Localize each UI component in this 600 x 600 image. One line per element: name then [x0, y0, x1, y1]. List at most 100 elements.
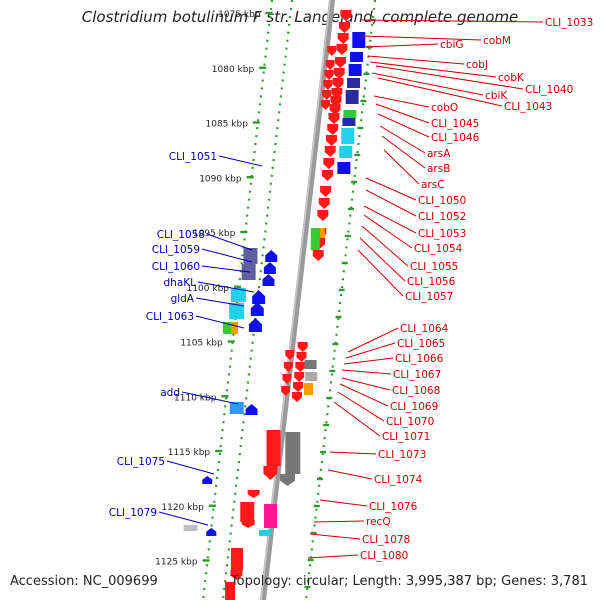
- gene-arrow-down[interactable]: [317, 210, 329, 221]
- gene-block[interactable]: [229, 303, 245, 319]
- gene-label-left[interactable]: CLI_1059: [152, 244, 200, 256]
- gene-arrow-down[interactable]: [285, 350, 295, 360]
- gene-arrow-down[interactable]: [332, 78, 344, 89]
- gene-arrow-down[interactable]: [230, 570, 243, 580]
- gene-arrow-up[interactable]: [202, 476, 213, 484]
- gene-label-right[interactable]: recQ: [366, 516, 391, 528]
- gene-block[interactable]: [259, 530, 272, 536]
- gene-label-left[interactable]: CLI_1063: [146, 311, 194, 323]
- gene-label-right[interactable]: CLI_1052: [418, 211, 466, 223]
- gene-label-right[interactable]: CLI_1040: [525, 84, 573, 96]
- gene-arrow-down[interactable]: [323, 158, 335, 169]
- gene-arrow-up[interactable]: [262, 274, 275, 286]
- gene-label-right[interactable]: cbiK: [485, 90, 508, 102]
- gene-block[interactable]: [319, 228, 325, 238]
- gene-label-right[interactable]: cobM: [483, 35, 511, 47]
- gene-arrow-down[interactable]: [337, 33, 349, 44]
- gene-block[interactable]: [339, 146, 353, 158]
- gene-arrow-down[interactable]: [296, 352, 307, 362]
- gene-block[interactable]: [304, 360, 317, 369]
- gene-label-right[interactable]: CLI_1045: [431, 118, 479, 130]
- gene-label-right[interactable]: CLI_1057: [405, 291, 453, 303]
- gene-block[interactable]: [303, 383, 313, 395]
- gene-block[interactable]: [183, 525, 198, 531]
- gene-arrow-down[interactable]: [329, 104, 341, 115]
- gene-label-right[interactable]: CLI_1043: [504, 101, 552, 113]
- gene-label-right[interactable]: CLI_1080: [360, 550, 408, 562]
- gene-block[interactable]: [310, 228, 320, 250]
- gene-label-right[interactable]: CLI_1064: [400, 323, 449, 335]
- gene-arrow-up[interactable]: [245, 404, 258, 415]
- gene-arrow-down[interactable]: [293, 382, 304, 392]
- gene-label-right[interactable]: CLI_1076: [369, 501, 418, 513]
- gene-arrow-down[interactable]: [241, 520, 255, 528]
- gene-label-right[interactable]: CLI_1066: [395, 353, 444, 365]
- gene-label-left[interactable]: CLI_1051: [169, 151, 217, 163]
- gene-label-right[interactable]: CLI_1074: [374, 474, 423, 486]
- gene-block[interactable]: [305, 372, 318, 381]
- gene-label-right[interactable]: cobO: [431, 102, 458, 114]
- gene-block[interactable]: [229, 402, 244, 414]
- gene-arrow-down[interactable]: [328, 113, 340, 124]
- gene-arrow-down[interactable]: [297, 342, 308, 352]
- gene-arrow-down[interactable]: [327, 46, 337, 56]
- gene-label-right[interactable]: CLI_1069: [390, 401, 438, 413]
- gene-label-right[interactable]: CLI_1078: [362, 534, 410, 546]
- gene-block[interactable]: [230, 548, 243, 570]
- gene-label-right[interactable]: CLI_1071: [382, 431, 430, 443]
- gene-label-right[interactable]: CLI_1073: [378, 449, 426, 461]
- gene-block[interactable]: [342, 118, 356, 126]
- gene-label-left[interactable]: CLI_1060: [152, 261, 200, 273]
- gene-arrow-down[interactable]: [338, 22, 350, 33]
- gene-block[interactable]: [222, 322, 231, 334]
- gene-block[interactable]: [337, 162, 351, 174]
- gene-arrow-down[interactable]: [283, 362, 293, 372]
- gene-label-right[interactable]: CLI_1068: [392, 385, 440, 397]
- gene-block[interactable]: [285, 432, 301, 474]
- gene-block[interactable]: [243, 248, 258, 264]
- gene-block[interactable]: [225, 582, 236, 600]
- gene-label-right[interactable]: CLI_1056: [407, 276, 456, 288]
- gene-label-left[interactable]: CLI_1058: [157, 229, 205, 241]
- gene-label-right[interactable]: cbiG: [440, 39, 464, 51]
- gene-arrow-down[interactable]: [279, 474, 295, 486]
- gene-label-left[interactable]: gldA: [171, 293, 195, 305]
- gene-label-right[interactable]: CLI_1046: [431, 132, 480, 144]
- gene-label-right[interactable]: CLI_1055: [410, 261, 458, 273]
- gene-label-right[interactable]: arsA: [427, 148, 451, 160]
- gene-label-left[interactable]: add: [160, 387, 180, 399]
- gene-label-right[interactable]: cobK: [498, 72, 525, 84]
- gene-arrow-down[interactable]: [295, 362, 306, 372]
- gene-label-right[interactable]: CLI_1053: [418, 228, 466, 240]
- gene-arrow-down[interactable]: [291, 392, 302, 402]
- gene-label-right[interactable]: CLI_1054: [414, 243, 463, 255]
- gene-arrow-down[interactable]: [322, 90, 332, 100]
- gene-block[interactable]: [230, 288, 246, 302]
- gene-arrow-up[interactable]: [250, 302, 264, 316]
- gene-arrow-down[interactable]: [324, 70, 334, 80]
- gene-arrow-up[interactable]: [252, 290, 266, 304]
- gene-block[interactable]: [350, 52, 364, 62]
- gene-label-left[interactable]: dhaKL: [164, 277, 197, 289]
- gene-arrow-down[interactable]: [294, 372, 305, 382]
- gene-block[interactable]: [345, 90, 359, 104]
- gene-arrow-down[interactable]: [321, 170, 333, 181]
- gene-arrow-down[interactable]: [327, 124, 339, 135]
- gene-label-right[interactable]: CLI_1067: [393, 369, 441, 381]
- gene-arrow-down[interactable]: [325, 135, 337, 146]
- gene-block[interactable]: [266, 430, 281, 466]
- gene-arrow-down[interactable]: [318, 198, 330, 209]
- gene-block[interactable]: [341, 128, 355, 144]
- gene-block[interactable]: [343, 110, 357, 118]
- gene-label-right[interactable]: CLI_1065: [397, 338, 445, 350]
- gene-arrow-down[interactable]: [281, 386, 291, 396]
- gene-block[interactable]: [347, 78, 361, 88]
- gene-arrow-down[interactable]: [263, 466, 278, 480]
- gene-arrow-up[interactable]: [248, 318, 262, 332]
- gene-label-right[interactable]: cobJ: [466, 59, 488, 71]
- gene-arrow-up[interactable]: [206, 528, 217, 536]
- gene-label-left[interactable]: CLI_1079: [109, 507, 157, 519]
- gene-label-right[interactable]: CLI_1070: [386, 416, 434, 428]
- gene-label-left[interactable]: CLI_1075: [117, 456, 165, 468]
- gene-label-right[interactable]: CLI_1033: [545, 17, 593, 29]
